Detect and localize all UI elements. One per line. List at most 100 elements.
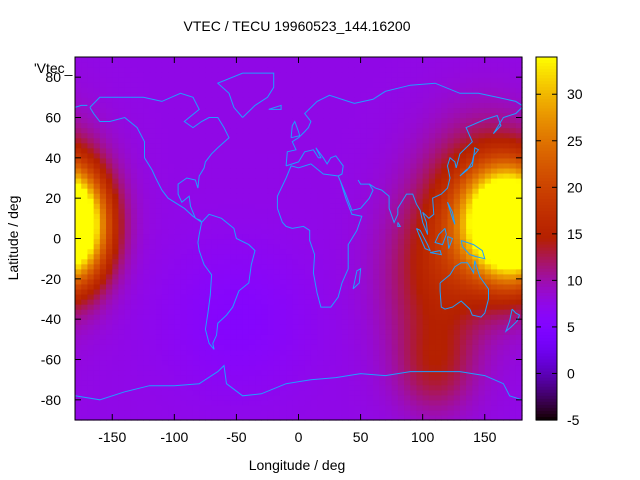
heatmap-cell: [366, 178, 374, 184]
heatmap-cell: [124, 208, 132, 214]
heatmap-cell: [192, 193, 200, 199]
heatmap-cell: [255, 107, 262, 114]
heatmap-cell: [447, 409, 455, 416]
heatmap-cell: [428, 152, 436, 159]
heatmap-cell: [484, 379, 492, 386]
heatmap-cell: [509, 379, 517, 386]
heatmap-cell: [168, 188, 175, 194]
heatmap-cell: [515, 359, 523, 366]
heatmap-cell: [112, 299, 120, 305]
heatmap-cell: [509, 137, 517, 144]
heatmap-cell: [441, 359, 449, 366]
heatmap-cell: [224, 67, 231, 73]
heatmap-cell: [106, 344, 113, 351]
heatmap-cell: [441, 87, 449, 93]
heatmap-cell: [155, 394, 163, 401]
heatmap-cell: [385, 77, 393, 83]
heatmap-cell: [81, 228, 89, 235]
heatmap-cell: [168, 107, 175, 114]
heatmap-cell: [286, 384, 293, 391]
heatmap-cell: [186, 319, 194, 325]
heatmap-cell: [137, 263, 144, 270]
heatmap-cell: [341, 248, 349, 255]
heatmap-cell: [106, 299, 113, 305]
heatmap-cell: [478, 253, 486, 260]
heatmap-cell: [478, 354, 486, 361]
heatmap-cell: [224, 299, 231, 305]
heatmap-cell: [453, 102, 461, 109]
heatmap-cell: [292, 102, 300, 109]
heatmap-cell: [515, 97, 523, 103]
heatmap-cell: [192, 399, 200, 406]
heatmap-cell: [130, 208, 138, 214]
heatmap-cell: [217, 243, 225, 250]
heatmap-cell: [428, 409, 436, 416]
heatmap-cell: [391, 213, 399, 219]
heatmap-cell: [379, 243, 387, 250]
heatmap-cell: [279, 414, 287, 421]
heatmap-cell: [478, 334, 486, 340]
heatmap-cell: [453, 178, 461, 184]
heatmap-cell: [211, 82, 219, 88]
heatmap-cell: [130, 404, 138, 411]
heatmap-cell: [373, 142, 380, 149]
heatmap-cell: [323, 92, 331, 98]
heatmap-cell: [273, 142, 281, 149]
heatmap-cell: [323, 198, 331, 204]
heatmap-cell: [168, 102, 175, 109]
heatmap-cell: [317, 178, 324, 184]
heatmap-cell: [341, 172, 349, 179]
heatmap-cell: [335, 299, 343, 305]
heatmap-cell: [286, 147, 293, 154]
heatmap-cell: [310, 157, 318, 164]
heatmap-cell: [317, 82, 324, 88]
heatmap-cell: [416, 399, 424, 406]
heatmap-cell: [224, 309, 231, 315]
heatmap-cell: [137, 203, 144, 209]
heatmap-cell: [192, 152, 200, 159]
heatmap-cell: [335, 127, 343, 134]
heatmap-cell: [99, 414, 107, 421]
heatmap-cell: [404, 379, 411, 386]
heatmap-cell: [217, 248, 225, 255]
heatmap-cell: [310, 268, 318, 275]
heatmap-cell: [155, 409, 163, 416]
heatmap-cell: [478, 172, 486, 179]
heatmap-cell: [323, 102, 331, 109]
heatmap-cell: [397, 218, 405, 224]
heatmap-cell: [323, 394, 331, 401]
heatmap-cell: [124, 344, 132, 351]
heatmap-cell: [292, 243, 300, 250]
heatmap-cell: [410, 203, 418, 209]
heatmap-cell: [93, 167, 101, 174]
heatmap-cell: [453, 132, 461, 139]
heatmap-cell: [211, 399, 219, 406]
heatmap-cell: [484, 258, 492, 265]
heatmap-cell: [180, 223, 188, 230]
heatmap-cell: [292, 384, 300, 391]
heatmap-cell: [75, 213, 82, 219]
heatmap-cell: [99, 409, 107, 416]
heatmap-cell: [509, 183, 517, 189]
heatmap-cell: [230, 67, 238, 73]
heatmap-cell: [106, 208, 113, 214]
heatmap-cell: [391, 162, 399, 169]
heatmap-cell: [230, 112, 238, 119]
heatmap-cell: [292, 213, 300, 219]
heatmap-cell: [323, 273, 331, 280]
heatmap-cell: [310, 263, 318, 270]
heatmap-cell: [118, 379, 126, 386]
heatmap-cell: [75, 364, 82, 371]
heatmap-cell: [168, 132, 175, 139]
heatmap-cell: [81, 414, 89, 421]
heatmap-cell: [217, 162, 225, 169]
heatmap-cell: [410, 409, 418, 416]
heatmap-cell: [435, 374, 442, 381]
heatmap-cell: [242, 213, 250, 219]
heatmap-cell: [137, 329, 144, 335]
heatmap-cell: [93, 72, 101, 78]
heatmap-cell: [273, 238, 281, 245]
heatmap-cell: [404, 188, 411, 194]
heatmap-cell: [106, 409, 113, 416]
heatmap-cell: [466, 117, 473, 124]
